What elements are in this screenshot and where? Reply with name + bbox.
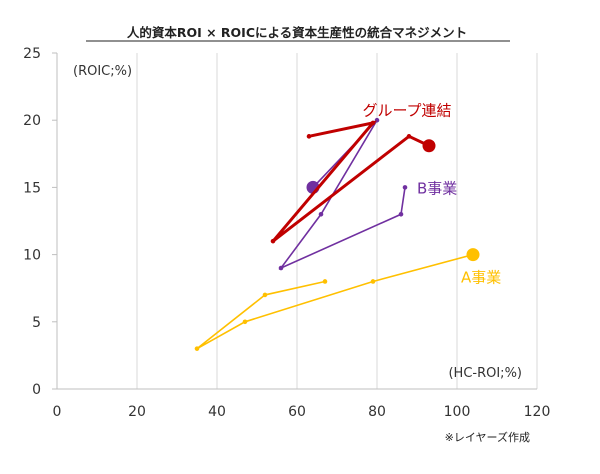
series-name-label: A事業	[461, 269, 501, 287]
data-point	[262, 292, 268, 298]
data-point	[398, 211, 404, 217]
chart-title: 人的資本ROI × ROICによる資本生産性の統合マネジメント	[127, 25, 467, 40]
x-tick-labels: 0 20 40 60 80 100 120	[53, 404, 551, 420]
data-point	[278, 265, 284, 271]
x-axis-unit-label: (HC-ROI;%)	[448, 366, 522, 381]
series-layer	[194, 117, 480, 351]
x-tick-label: 60	[288, 404, 306, 420]
data-point	[194, 346, 200, 351]
x-tick-label: 40	[208, 404, 226, 420]
current-point-marker	[422, 139, 436, 153]
y-tick-label: 20	[23, 113, 41, 129]
x-tick-label: 0	[53, 404, 62, 420]
x-tick-label: 120	[524, 404, 551, 420]
y-tick-label: 10	[23, 248, 41, 264]
data-point	[318, 211, 324, 217]
y-tick-label: 25	[23, 46, 41, 62]
y-axis-unit-label: (ROIC;%)	[73, 64, 132, 79]
gridlines	[136, 53, 538, 389]
data-point	[370, 279, 376, 284]
series-line	[271, 120, 430, 243]
data-point	[306, 134, 312, 139]
current-point-marker	[466, 248, 480, 262]
data-point	[406, 134, 412, 139]
x-tick-label: 80	[368, 404, 386, 420]
y-tick-label: 15	[23, 180, 41, 196]
axes	[52, 52, 537, 390]
y-tick-label: 5	[32, 315, 41, 331]
series-b	[278, 117, 408, 271]
source-note: ※レイヤーズ作成	[445, 430, 530, 444]
series-labels: A事業 B事業 グループ連結	[362, 102, 501, 287]
series-line	[196, 253, 474, 350]
data-point	[322, 279, 328, 284]
series-name-label: B事業	[417, 179, 457, 197]
data-point	[370, 120, 376, 126]
y-tick-labels: 0 5 10 15 20 25	[23, 46, 41, 398]
x-tick-label: 20	[128, 404, 146, 420]
series-a	[194, 248, 480, 351]
x-tick-label: 100	[444, 404, 471, 420]
y-tick-label: 0	[32, 382, 41, 398]
series-group	[270, 120, 436, 244]
series-line	[278, 119, 406, 271]
data-point	[402, 185, 408, 190]
series-name-label: グループ連結	[362, 102, 451, 120]
data-point	[270, 238, 276, 244]
data-point	[242, 319, 248, 325]
